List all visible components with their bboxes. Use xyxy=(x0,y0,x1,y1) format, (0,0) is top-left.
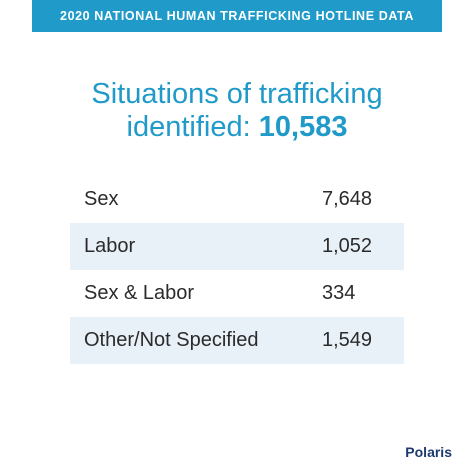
data-table: Sex 7,648 Labor 1,052 Sex & Labor 334 Other/No… xyxy=(70,176,404,364)
table-row: Labor 1,052 xyxy=(70,223,404,270)
headline-total: 10,583 xyxy=(258,111,348,143)
headline-label: identified: xyxy=(126,111,251,143)
headline-line: Situations of trafficking xyxy=(91,78,383,110)
row-value: 7,648 xyxy=(322,188,373,210)
row-value: 1,549 xyxy=(322,329,373,351)
row-label: Sex & Labor xyxy=(84,282,195,304)
row-value: 334 xyxy=(322,282,356,304)
row-label: Other/Not Specified xyxy=(84,329,259,351)
row-label: Sex xyxy=(84,188,119,210)
table-row: Other/Not Specified 1,549 xyxy=(70,317,404,364)
header-banner: 2020 NATIONAL HUMAN TRAFFICKING HOTLINE … xyxy=(32,0,442,32)
table-row: Sex 7,648 xyxy=(70,176,404,223)
headline: Situations of trafficking identified: 10… xyxy=(0,78,474,144)
headline-line: identified: 10,583 xyxy=(0,111,474,144)
row-value: 1,052 xyxy=(322,235,373,257)
row-label: Labor xyxy=(84,235,136,257)
header-title: 2020 NATIONAL HUMAN TRAFFICKING HOTLINE … xyxy=(60,9,414,23)
logo: Polaris xyxy=(405,444,452,460)
table-row: Sex & Labor 334 xyxy=(70,270,404,317)
